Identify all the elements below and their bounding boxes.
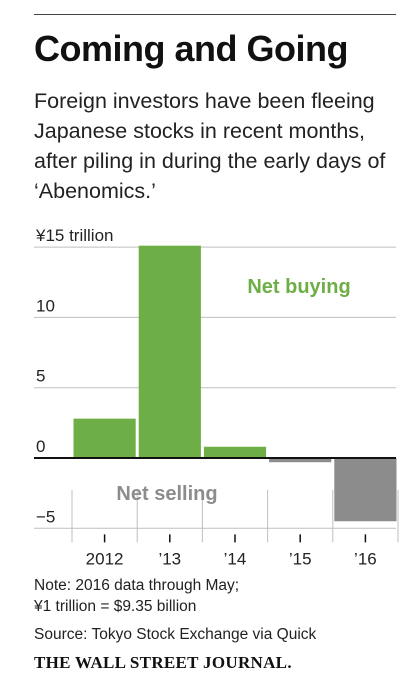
chart-source: Source: Tokyo Stock Exchange via Quick — [34, 626, 317, 643]
y-tick-label-4: −5 — [36, 507, 55, 526]
bar-4 — [334, 458, 397, 522]
y-tick-label-2: 5 — [36, 367, 45, 386]
annotation-net-selling: Net selling — [116, 483, 217, 505]
bar-2 — [203, 446, 267, 458]
chart-title: Coming and Going — [34, 28, 348, 69]
bar-3 — [269, 458, 332, 463]
chart-subtitle: Foreign investors have been fleeing Japa… — [34, 89, 386, 203]
x-tick-label-4: ’16 — [354, 549, 377, 568]
publisher-logo: THE WALL STREET JOURNAL. — [34, 653, 292, 672]
chart-note-line2: ¥1 trillion = $9.35 billion — [34, 598, 197, 615]
top-rule — [34, 14, 396, 15]
x-tick-label-1: ’13 — [158, 549, 181, 568]
x-tick-label-3: ’15 — [289, 549, 312, 568]
annotation-net-buying: Net buying — [247, 276, 350, 298]
x-tick-label-0: 2012 — [86, 549, 124, 568]
y-tick-label-0: ¥15 trillion — [35, 226, 114, 245]
y-tick-label-1: 10 — [36, 296, 55, 315]
bar-0 — [73, 418, 136, 458]
x-tick-label-2: ’14 — [224, 549, 247, 568]
chart-note-line1: Note: 2016 data through May; — [34, 577, 240, 594]
bar-1 — [138, 245, 201, 458]
y-tick-label-3: 0 — [36, 437, 45, 456]
